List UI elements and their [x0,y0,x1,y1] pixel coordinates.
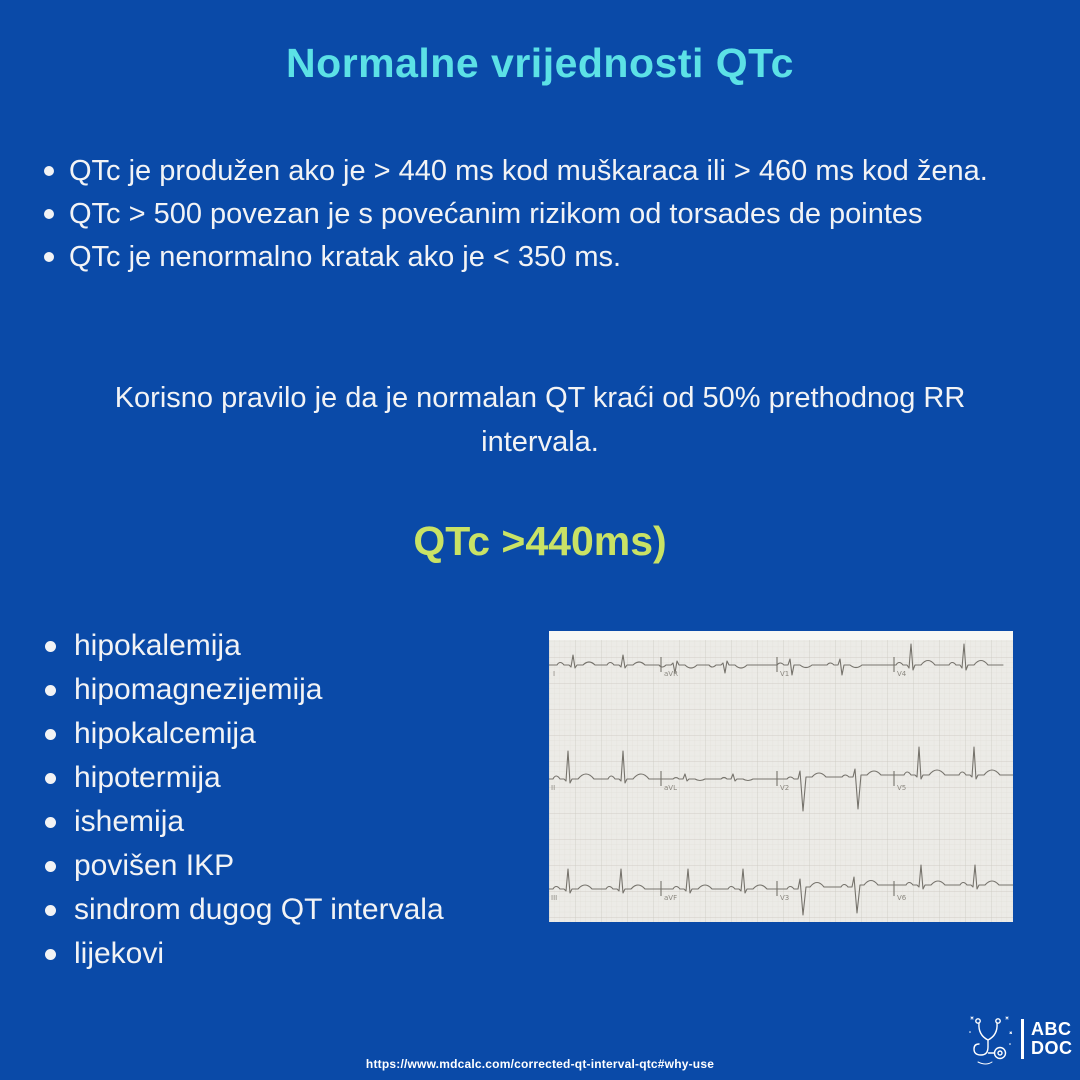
abc-doc-logo: ABC DOC [966,1012,1073,1066]
list-item: ishemija [42,800,512,844]
logo-divider [1021,1019,1024,1059]
ecg-lead-label: V3 [780,894,789,902]
list-item: lijekovi [42,932,512,976]
ecg-lead-label: V5 [897,784,906,792]
ecg-lead-label: aVF [664,894,677,902]
stethoscope-icon [969,1016,1012,1065]
ecg-lead-label: I [553,670,555,678]
rule-of-thumb-note: Korisno pravilo je da je normalan QT kra… [114,382,966,458]
list-item: hipokalemija [42,624,512,668]
list-item: povišen IKP [42,844,512,888]
ecg-lead-label: V6 [897,894,907,902]
logo-text: ABC DOC [1031,1020,1073,1058]
ecg-lead-label: II [551,784,555,792]
list-item: hipotermija [42,756,512,800]
list-item: QTc > 500 povezan je s povećanim rizikom… [42,193,1020,236]
qtc-facts-list: QTc je produžen ako je > 440 ms kod mušk… [42,150,1020,279]
section-heading-qtc-440: QTc >440ms) [413,518,667,564]
logo-line-2: DOC [1031,1038,1073,1058]
source-url: https://www.mdcalc.com/corrected-qt-inte… [365,1057,715,1071]
ecg-lead-label: V1 [780,670,789,678]
list-item: QTc je produžen ako je > 440 ms kod mušk… [42,150,1020,193]
list-item: QTc je nenormalno kratak ako je < 350 ms… [42,236,1020,279]
ecg-lead-label: V4 [897,670,907,678]
ecg-image: I aVR V1 V4 II aVL V2 V5 III aVF V3 V6 [549,631,1013,922]
list-item: sindrom dugog QT intervala [42,888,512,932]
page-title: Normalne vrijednosti QTc [286,40,794,86]
qtc-prolongation-causes-list: hipokalemija hipomagnezijemija hipokalce… [42,624,512,976]
ecg-lead-label: aVR [664,670,678,678]
list-item: hipokalcemija [42,712,512,756]
ecg-trace-graphic: I aVR V1 V4 II aVL V2 V5 III aVF V3 V6 [549,631,1013,922]
ecg-lead-label: V2 [780,784,789,792]
ecg-lead-label: aVL [664,784,677,792]
ecg-lead-label: III [551,894,557,902]
logo-line-1: ABC [1031,1019,1072,1039]
list-item: hipomagnezijemija [42,668,512,712]
